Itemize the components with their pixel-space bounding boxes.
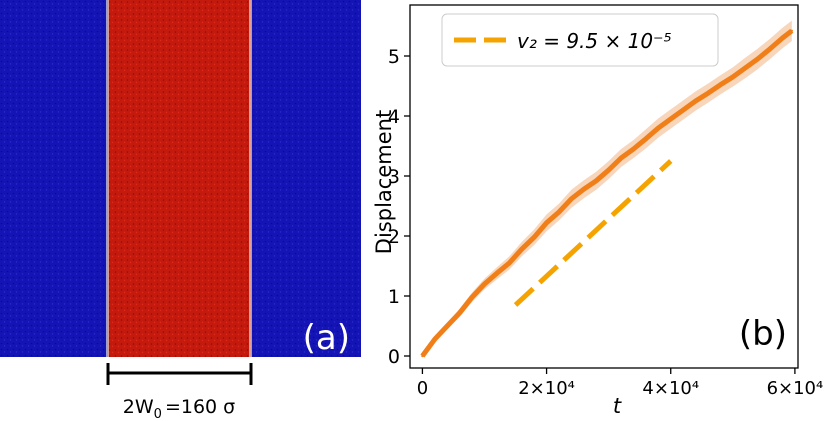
data-point xyxy=(532,236,536,239)
data-point xyxy=(470,296,474,299)
x-tick-label: 0 xyxy=(417,378,428,399)
snapshot-panel: (a) 2W0 =160 σ xyxy=(0,0,361,421)
legend-label: v₂ = 9.5 × 10⁻⁵ xyxy=(517,29,672,53)
interface-left xyxy=(106,0,109,357)
panel-b-label: (b) xyxy=(739,314,787,354)
data-point xyxy=(694,99,697,103)
interface-right xyxy=(249,0,252,357)
data-point xyxy=(508,261,511,265)
data-point xyxy=(781,36,784,40)
data-point xyxy=(483,282,486,286)
x-tick-label: 6×10⁴ xyxy=(767,378,824,399)
plot-frame xyxy=(409,4,799,369)
data-point xyxy=(657,126,660,130)
data-point xyxy=(458,311,461,314)
data-point xyxy=(731,75,735,79)
data-point xyxy=(570,197,573,200)
data-point xyxy=(557,210,561,214)
data-point xyxy=(768,47,772,50)
y-tick-label: 1 xyxy=(388,286,400,308)
data-point xyxy=(632,147,635,151)
y-tick-label: 2 xyxy=(388,226,400,248)
data-point xyxy=(719,83,722,87)
y-tick-label: 4 xyxy=(388,106,400,128)
data-point xyxy=(669,117,672,121)
data-point xyxy=(421,354,424,358)
y-tick-label: 0 xyxy=(388,346,400,368)
data-point xyxy=(520,248,523,251)
legend-box xyxy=(441,13,719,67)
reference-slope-line xyxy=(513,159,673,307)
legend: v₂ = 9.5 × 10⁻⁵ xyxy=(441,13,719,67)
data-point xyxy=(446,324,449,328)
data-point xyxy=(582,188,586,191)
y-axis-label: Displacement xyxy=(372,110,396,254)
data-point xyxy=(706,92,710,95)
x-tick-label: 2×10⁴ xyxy=(518,378,575,399)
data-point xyxy=(644,137,648,140)
outer-region-right xyxy=(251,0,361,357)
data-point xyxy=(433,338,437,341)
data-point xyxy=(619,156,623,160)
y-tick-label: 3 xyxy=(388,166,400,188)
x-axis-label: t xyxy=(613,394,622,418)
data-point xyxy=(681,108,685,112)
confidence-band xyxy=(422,20,792,356)
outer-region-left xyxy=(0,0,108,357)
data-point xyxy=(607,168,610,172)
stripe-region xyxy=(108,0,251,357)
y-tick-label: 5 xyxy=(388,46,400,68)
data-point xyxy=(595,179,598,182)
width-annotation: 2W0 =160 σ xyxy=(123,396,235,421)
panel-a-label: (a) xyxy=(303,318,350,358)
data-point xyxy=(545,221,548,224)
data-point xyxy=(756,57,759,61)
data-point xyxy=(495,272,499,275)
data-point xyxy=(744,66,747,70)
displacement-chart: 0 2×10⁴ 4×10⁴ 6×10⁴ 0 1 2 3 4 5 t Displacement v₂… xyxy=(372,4,824,418)
x-tick-label: 4×10⁴ xyxy=(642,378,699,399)
data-point xyxy=(790,29,793,32)
